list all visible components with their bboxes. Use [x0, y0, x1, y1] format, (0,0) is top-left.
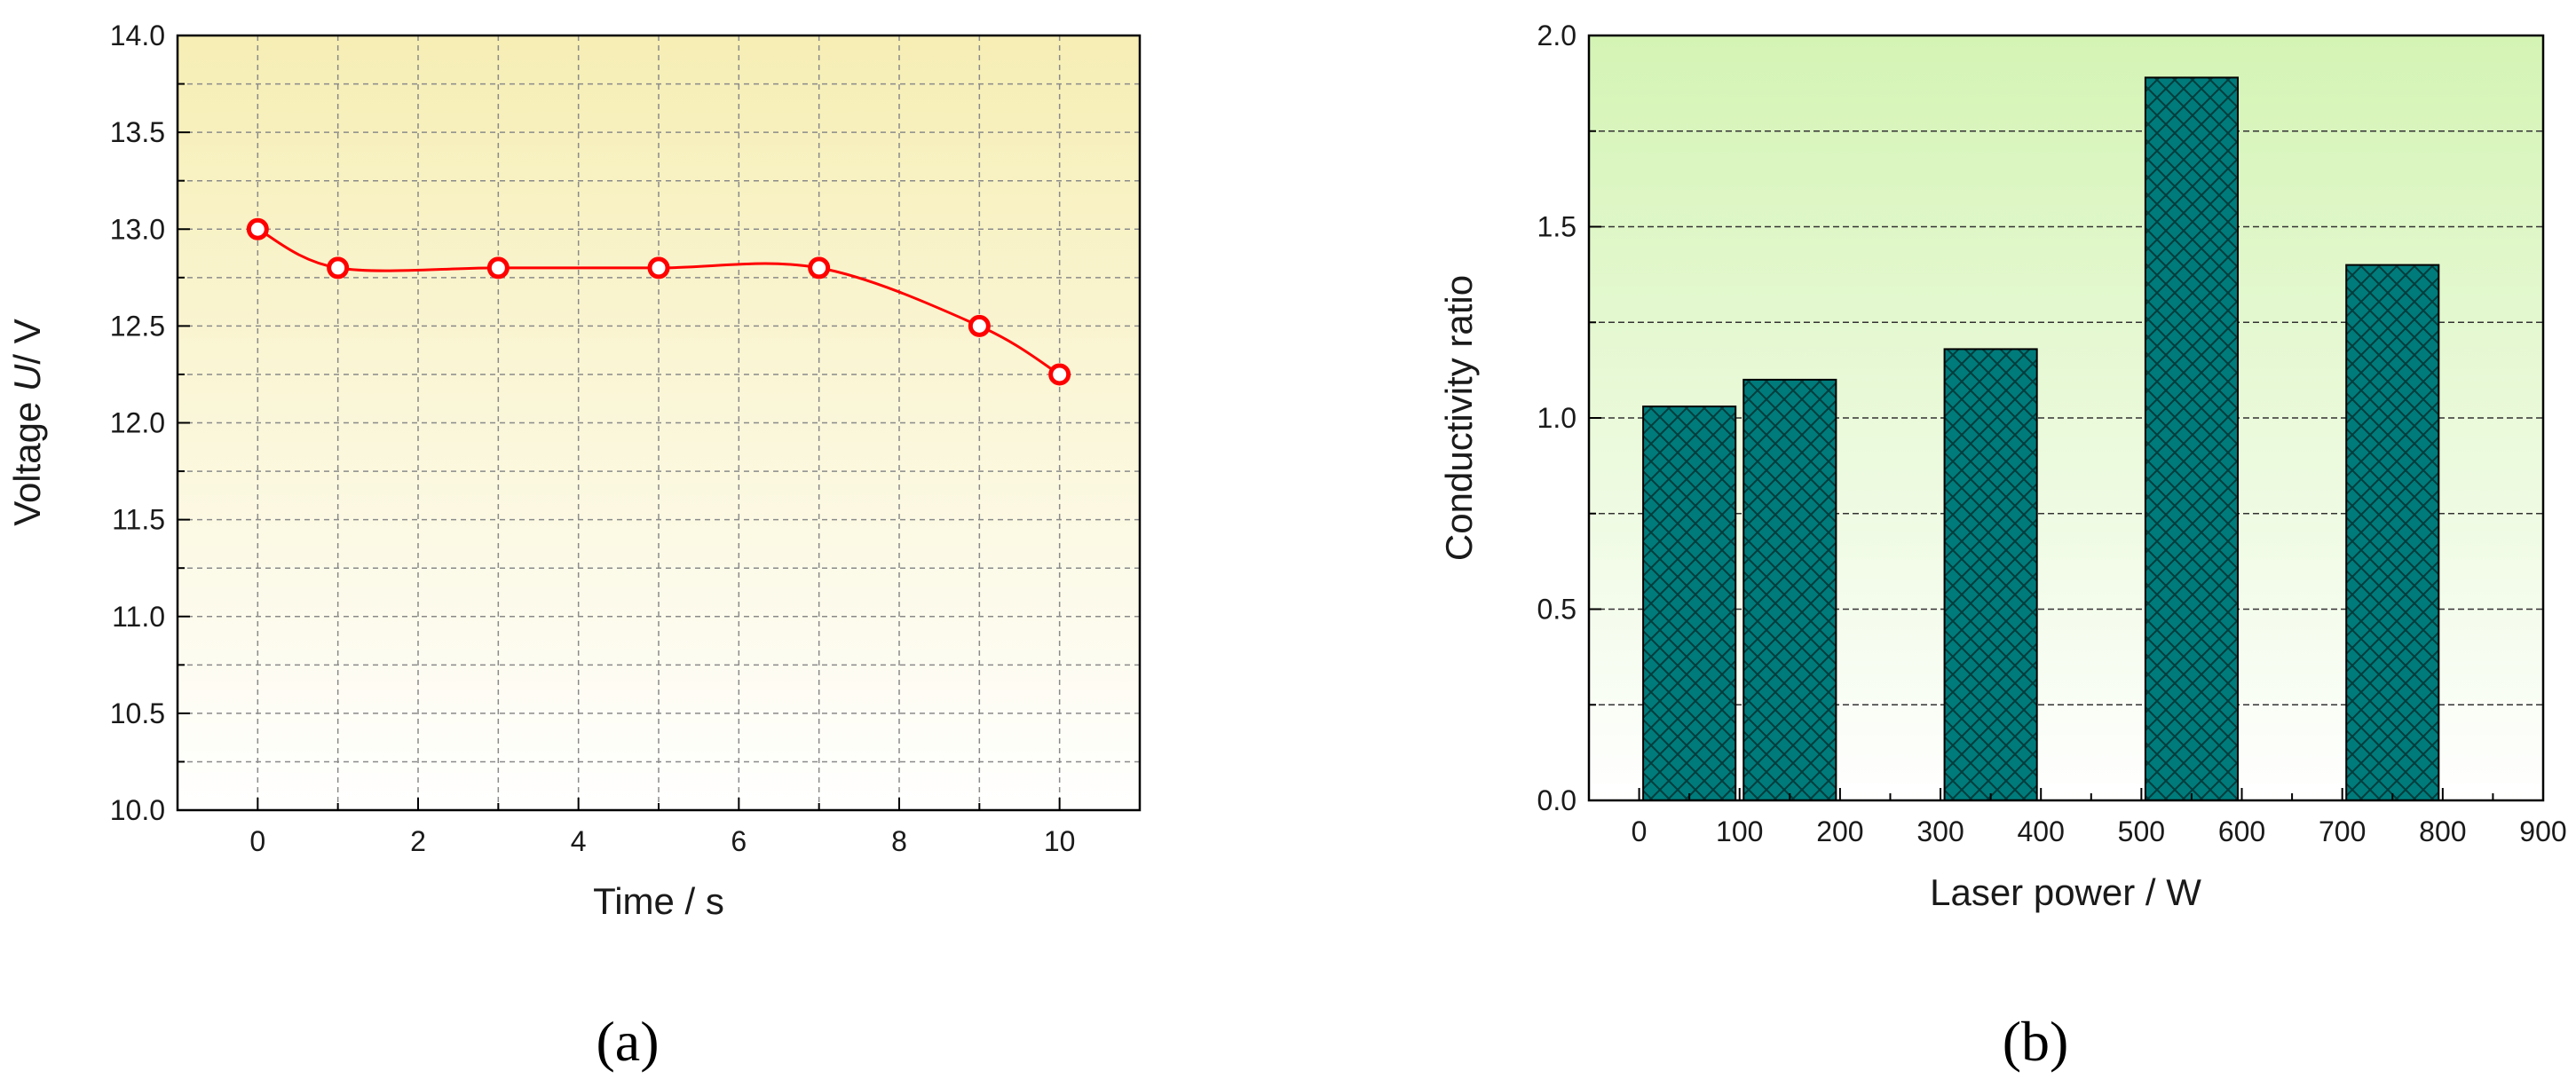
data-point	[246, 217, 269, 240]
tick-labels: 0 2 4 6 8 10 10.0 10.5 11.0 11.5 12.0 12.5 13.0 13.5 1…	[110, 20, 1076, 857]
y-tick-label: 2.0	[1537, 20, 1576, 51]
y-tick-label: 0.5	[1537, 594, 1576, 626]
y-tick-label: 11.0	[112, 601, 165, 633]
y-tick-label: 10.0	[110, 794, 165, 826]
x-tick-label: 0	[1632, 815, 1648, 847]
series-markers	[246, 217, 1071, 386]
tick-labels: 0.0 0.5 1.0 1.5 2.0 0 100 200 300 400 500 600 700 800…	[1537, 20, 2567, 847]
data-point	[647, 256, 670, 280]
x-tick-label: 700	[2319, 815, 2366, 847]
bar-800	[2345, 264, 2440, 802]
data-point	[486, 256, 510, 280]
panel-label-a: (a)	[596, 1010, 659, 1073]
y-tick-label: 10.5	[110, 697, 165, 729]
y-tick-label: 12.0	[110, 407, 165, 439]
y-tick-label: 13.0	[110, 213, 165, 245]
plot-frame	[176, 34, 1142, 812]
bars	[1642, 76, 2440, 802]
y-tick-label: 13.5	[110, 116, 165, 148]
data-point	[327, 256, 350, 280]
bar-400	[1943, 348, 2038, 801]
x-tick-label: 10	[1044, 825, 1076, 857]
x-tick-label: 400	[2018, 815, 2065, 847]
y-tick-label: 0.0	[1537, 784, 1576, 816]
x-tick-label: 100	[1716, 815, 1763, 847]
gridlines	[178, 35, 1140, 810]
y-tick-label: 14.0	[110, 20, 165, 51]
x-tick-label: 200	[1816, 815, 1863, 847]
x-tick-label: 300	[1916, 815, 1964, 847]
x-tick-label: 6	[731, 825, 747, 857]
bar-200	[1742, 378, 1837, 801]
voltage-chart: 0 2 4 6 8 10 10.0 10.5 11.0 11.5 12.0 12.5 13.0 13.5 1…	[6, 20, 1142, 1073]
x-axis-label: Time / s	[593, 880, 724, 922]
x-tick-label: 8	[891, 825, 907, 857]
plot-frame	[1587, 34, 2545, 802]
data-point	[808, 256, 831, 280]
x-axis-label: Laser power / W	[1930, 871, 2201, 913]
x-tick-label: 900	[2519, 815, 2566, 847]
x-tick-label: 800	[2419, 815, 2466, 847]
x-tick-label: 4	[571, 825, 587, 857]
panel-label-b: (b)	[2003, 1010, 2069, 1073]
y-tick-label: 12.5	[110, 310, 165, 342]
y-tick-label: 1.5	[1537, 211, 1576, 243]
y-axis-label: Voltage U/ V	[6, 319, 48, 526]
y-tick-label: 1.0	[1537, 402, 1576, 434]
x-tick-label: 0	[249, 825, 265, 857]
y-tick-label: 11.5	[112, 504, 165, 536]
x-tick-label: 500	[2118, 815, 2165, 847]
data-point	[968, 314, 991, 337]
conductivity-chart: 0.0 0.5 1.0 1.5 2.0 0 100 200 300 400 500 600 700 800…	[1438, 20, 2567, 1073]
bar-100	[1642, 406, 1737, 801]
bar-600	[2144, 76, 2240, 802]
data-point	[1048, 363, 1071, 386]
x-tick-label: 2	[410, 825, 426, 857]
axis-ticks	[178, 35, 1061, 811]
x-tick-label: 600	[2218, 815, 2265, 847]
y-axis-label: Conductivity ratio	[1438, 275, 1480, 561]
